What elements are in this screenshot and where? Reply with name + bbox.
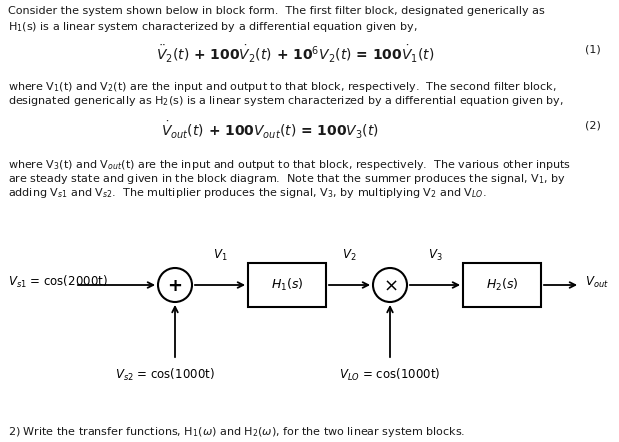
Text: (2): (2) [585, 120, 601, 130]
Text: $V_1$: $V_1$ [213, 248, 227, 263]
Text: H$_1$(s) is a linear system characterized by a differential equation given by,: H$_1$(s) is a linear system characterize… [8, 20, 417, 34]
Text: where V$_1$(t) and V$_2$(t) are the input and output to that block, respectively: where V$_1$(t) and V$_2$(t) are the inpu… [8, 80, 556, 94]
Text: designated generically as H$_2$(s) is a linear system characterized by a differe: designated generically as H$_2$(s) is a … [8, 94, 564, 108]
Text: $\times$: $\times$ [383, 277, 397, 295]
Bar [463, 263, 541, 307]
Text: adding V$_{s1}$ and V$_{s2}$.  The multiplier produces the signal, V$_3$, by mul: adding V$_{s1}$ and V$_{s2}$. The multip… [8, 186, 487, 200]
Text: $H_1(s)$: $H_1(s)$ [271, 277, 303, 293]
Text: $V_{out}$: $V_{out}$ [585, 274, 608, 290]
Text: $\ddot{V}_2(t)$ + 100$\dot{V}_2(t)$ + 10$^6V_2(t)$ = 100$\dot{V}_1(t)$: $\ddot{V}_2(t)$ + 100$\dot{V}_2(t)$ + 10… [156, 44, 434, 65]
Text: 2) Write the transfer functions, H$_1$($\omega$) and H$_2$($\omega$), for the tw: 2) Write the transfer functions, H$_1$($… [8, 425, 465, 439]
Text: are steady state and given in the block diagram.  Note that the summer produces : are steady state and given in the block … [8, 172, 566, 186]
Text: Consider the system shown below in block form.  The first filter block, designat: Consider the system shown below in block… [8, 6, 545, 16]
Text: $V_3$: $V_3$ [428, 248, 443, 263]
Text: $V_{s2}$ = cos(1000t): $V_{s2}$ = cos(1000t) [115, 367, 215, 383]
Text: $V_{s1}$ = cos(2000t): $V_{s1}$ = cos(2000t) [8, 274, 108, 290]
Text: $V_{LO}$ = cos(1000t): $V_{LO}$ = cos(1000t) [339, 367, 441, 383]
Text: $V_2$: $V_2$ [342, 248, 357, 263]
Text: where V$_3$(t) and V$_{out}$(t) are the input and output to that block, respecti: where V$_3$(t) and V$_{out}$(t) are the … [8, 158, 571, 172]
Bar [248, 263, 326, 307]
Text: +: + [168, 277, 183, 295]
Text: $\dot{V}_{out}(t)$ + 100$V_{out}(t)$ = 100$V_3(t)$: $\dot{V}_{out}(t)$ + 100$V_{out}(t)$ = 1… [161, 120, 379, 141]
Text: (1): (1) [585, 44, 601, 54]
Text: $H_2(s)$: $H_2(s)$ [486, 277, 518, 293]
